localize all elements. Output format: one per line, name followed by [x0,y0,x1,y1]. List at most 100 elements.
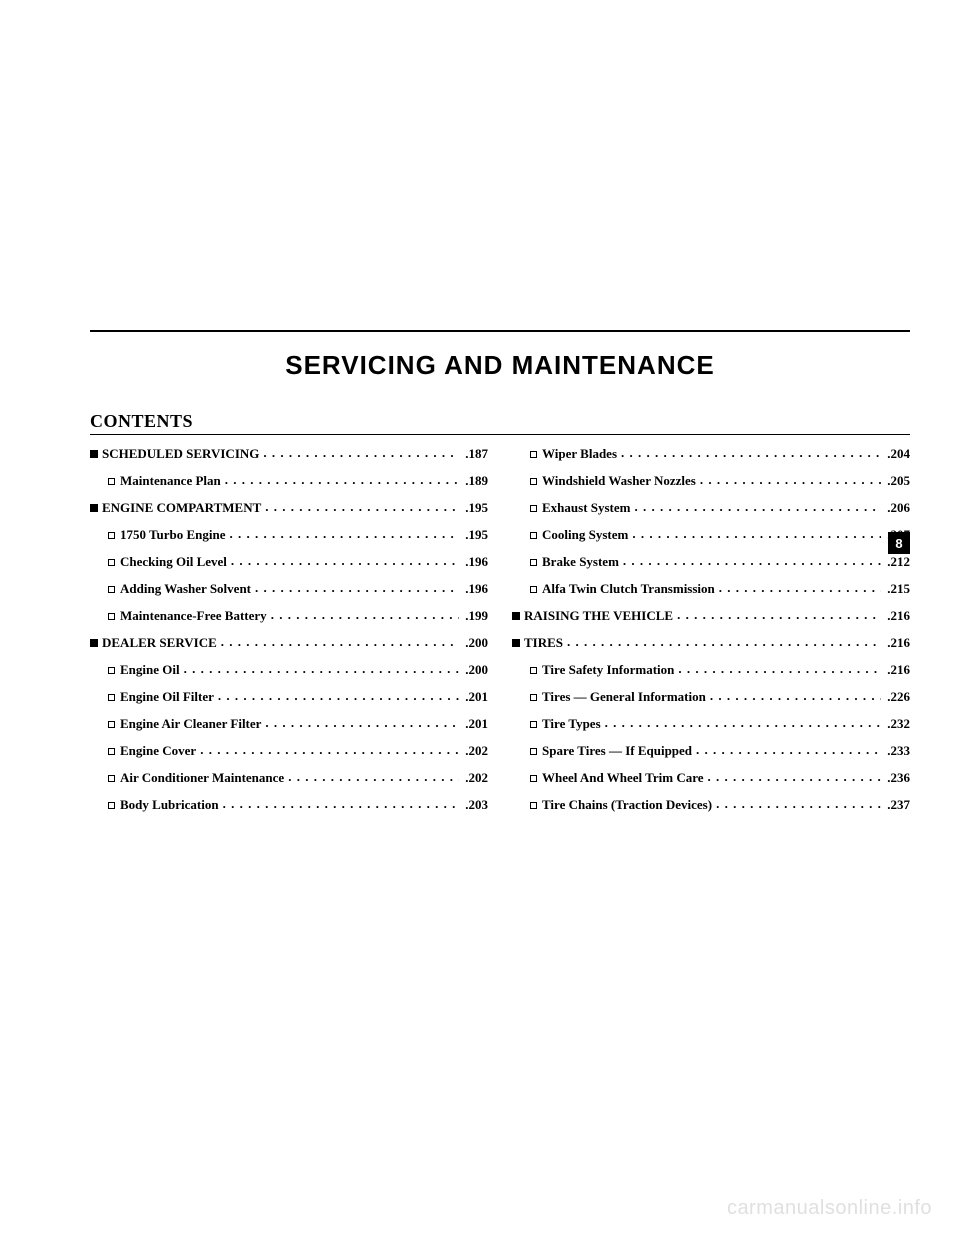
toc-page: .215 [885,581,910,597]
toc-leader-dots [225,472,460,485]
toc-label: Wheel And Wheel Trim Care [542,770,704,786]
toc-page: .202 [463,770,488,786]
toc-leader-dots [635,499,882,512]
toc-row: Engine Air Cleaner Filter.201 [90,715,488,732]
toc-leader-dots [265,499,459,512]
toc-row: Cooling System.207 [512,526,910,543]
toc-page: .204 [885,446,910,462]
toc-label: Engine Cover [120,743,196,759]
toc-row: Wiper Blades .204 [512,445,910,462]
open-square-bullet-icon [530,473,542,489]
toc-leader-dots [221,634,459,647]
toc-leader-dots [218,688,459,701]
toc-page: .195 [463,527,488,543]
open-square-bullet-icon [530,500,542,516]
toc-page: .216 [885,635,910,651]
open-square-bullet-icon [108,662,120,678]
toc-right-column: Wiper Blades .204 Windshield Washer Nozzle… [512,445,910,823]
toc-label: Windshield Washer Nozzles [542,473,696,489]
toc-leader-dots [716,796,881,809]
toc-label: Adding Washer Solvent [120,581,251,597]
toc-row: Brake System .212 [512,553,910,570]
toc-row: Engine Cover .202 [90,742,488,759]
open-square-bullet-icon [108,581,120,597]
toc-leader-dots [623,553,881,566]
open-square-bullet-icon [530,743,542,759]
toc-label: Maintenance Plan [120,473,221,489]
watermark: carmanualsonline.info [727,1197,932,1220]
toc-page: .202 [463,743,488,759]
toc-leader-dots [231,553,459,566]
toc-leader-dots [255,580,459,593]
toc-page: .187 [463,446,488,462]
toc-label: Alfa Twin Clutch Transmission [542,581,715,597]
toc-label: DEALER SERVICE [102,635,217,651]
toc-row: Tire Chains (Traction Devices).237 [512,796,910,813]
open-square-bullet-icon [108,527,120,543]
toc-page: .237 [885,797,910,813]
square-bullet-icon [512,608,524,624]
toc-leader-dots [263,445,459,458]
toc-leader-dots [700,472,881,485]
toc-label: Tire Types [542,716,601,732]
toc-page: .200 [463,635,488,651]
chapter-title: SERVICING AND MAINTENANCE [90,350,910,381]
toc-label: TIRES [524,635,563,651]
toc-label: Checking Oil Level [120,554,227,570]
open-square-bullet-icon [530,716,542,732]
toc-leader-dots [632,526,881,539]
section-tab: 8 [888,532,910,554]
toc-row: Exhaust System.206 [512,499,910,516]
toc-row: Windshield Washer Nozzles .205 [512,472,910,489]
toc-label: Spare Tires — If Equipped [542,743,692,759]
toc-page: .196 [463,554,488,570]
square-bullet-icon [512,635,524,651]
open-square-bullet-icon [530,797,542,813]
toc-row: Adding Washer Solvent.196 [90,580,488,597]
open-square-bullet-icon [108,554,120,570]
toc-page: .201 [463,689,488,705]
toc-page: .206 [885,500,910,516]
toc-page: .216 [885,608,910,624]
toc-page: .236 [885,770,910,786]
toc-leader-dots [271,607,460,620]
toc-row: Air Conditioner Maintenance .202 [90,769,488,786]
toc-leader-dots [223,796,460,809]
toc-label: Brake System [542,554,619,570]
toc-page: .205 [885,473,910,489]
open-square-bullet-icon [530,527,542,543]
open-square-bullet-icon [108,770,120,786]
toc-page: .212 [885,554,910,570]
toc-leader-dots [288,769,459,782]
page-content: SERVICING AND MAINTENANCE CONTENTS SCHED… [90,330,910,962]
toc-page: .232 [885,716,910,732]
toc-label: Air Conditioner Maintenance [120,770,284,786]
toc-row: Spare Tires — If Equipped .233 [512,742,910,759]
toc-label: Wiper Blades [542,446,617,462]
toc-row: RAISING THE VEHICLE.216 [512,607,910,624]
open-square-bullet-icon [108,743,120,759]
toc-page: .233 [885,743,910,759]
toc-page: .201 [463,716,488,732]
toc-label: Tire Safety Information [542,662,674,678]
toc-label: 1750 Turbo Engine [120,527,226,543]
square-bullet-icon [90,500,102,516]
toc-row: Maintenance Plan.189 [90,472,488,489]
open-square-bullet-icon [530,662,542,678]
toc-row: ENGINE COMPARTMENT.195 [90,499,488,516]
toc-row: Engine Oil Filter.201 [90,688,488,705]
open-square-bullet-icon [530,770,542,786]
toc-leader-dots [567,634,881,647]
toc-leader-dots [621,445,881,458]
toc-columns: SCHEDULED SERVICING .187 Maintenance Plan.… [90,445,910,823]
toc-leader-dots [605,715,882,728]
toc-label: SCHEDULED SERVICING [102,446,259,462]
open-square-bullet-icon [108,716,120,732]
toc-page: .199 [463,608,488,624]
toc-leader-dots [184,661,460,674]
toc-label: ENGINE COMPARTMENT [102,500,261,516]
toc-row: Engine Oil.200 [90,661,488,678]
toc-row: SCHEDULED SERVICING .187 [90,445,488,462]
toc-row: Maintenance-Free Battery.199 [90,607,488,624]
toc-label: Body Lubrication [120,797,219,813]
